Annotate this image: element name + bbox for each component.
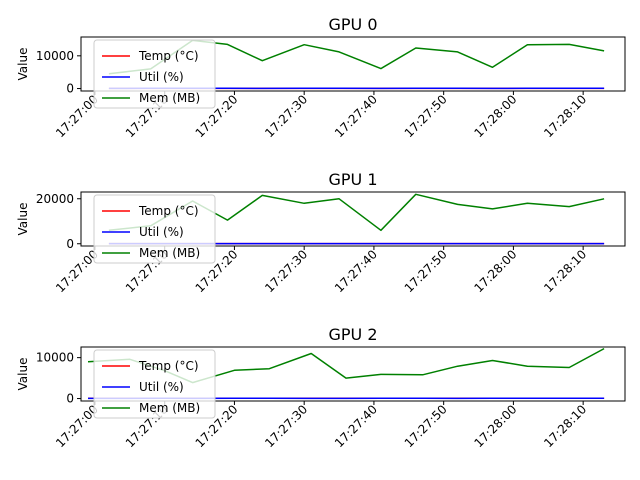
legend-label: Temp (°C) [138, 204, 199, 218]
y-tick-label: 10000 [36, 351, 74, 365]
x-tick-label: 17:28:10 [541, 92, 589, 140]
legend-label: Temp (°C) [138, 359, 199, 373]
y-tick-label: 0 [66, 82, 74, 96]
legend-label: Util (%) [139, 70, 184, 84]
x-tick-label: 17:27:40 [332, 92, 380, 140]
legend-label: Util (%) [139, 225, 184, 239]
legend-box [93, 194, 216, 264]
subplot-title: GPU 1 [328, 170, 377, 189]
legend-label: Mem (MB) [139, 246, 200, 260]
x-tick-label: 17:27:50 [402, 402, 450, 450]
x-tick-label: 17:27:30 [262, 247, 310, 295]
y-tick-label: 0 [66, 392, 74, 406]
y-axis-label: Value [16, 358, 30, 391]
y-tick-label: 10000 [36, 49, 74, 63]
legend-label: Mem (MB) [139, 91, 200, 105]
x-tick-label: 17:28:00 [472, 247, 520, 295]
x-tick-label: 17:27:40 [332, 247, 380, 295]
legend-box [93, 39, 216, 109]
x-tick-label: 17:28:00 [472, 92, 520, 140]
legend-label: Mem (MB) [139, 401, 200, 415]
x-tick-label: 17:27:30 [262, 402, 310, 450]
x-tick-label: 17:27:40 [332, 402, 380, 450]
legend-label: Util (%) [139, 380, 184, 394]
legend: Temp (°C) Util (%) Mem (MB) [93, 194, 216, 264]
y-axis-label: Value [16, 48, 30, 81]
y-tick-label: 20000 [36, 192, 74, 206]
y-tick-label: 0 [66, 237, 74, 251]
legend: Temp (°C) Util (%) Mem (MB) [93, 349, 216, 419]
x-tick-label: 17:28:10 [541, 402, 589, 450]
legend-box [93, 349, 216, 419]
x-tick-label: 17:28:10 [541, 247, 589, 295]
x-tick-label: 17:27:50 [402, 92, 450, 140]
subplot-title: GPU 2 [328, 325, 377, 344]
legend-label: Temp (°C) [138, 49, 199, 63]
legend: Temp (°C) Util (%) Mem (MB) [93, 39, 216, 109]
y-axis-label: Value [16, 203, 30, 236]
x-tick-label: 17:28:00 [472, 402, 520, 450]
x-tick-label: 17:27:30 [262, 92, 310, 140]
x-tick-label: 17:27:50 [402, 247, 450, 295]
subplot-title: GPU 0 [328, 15, 377, 34]
